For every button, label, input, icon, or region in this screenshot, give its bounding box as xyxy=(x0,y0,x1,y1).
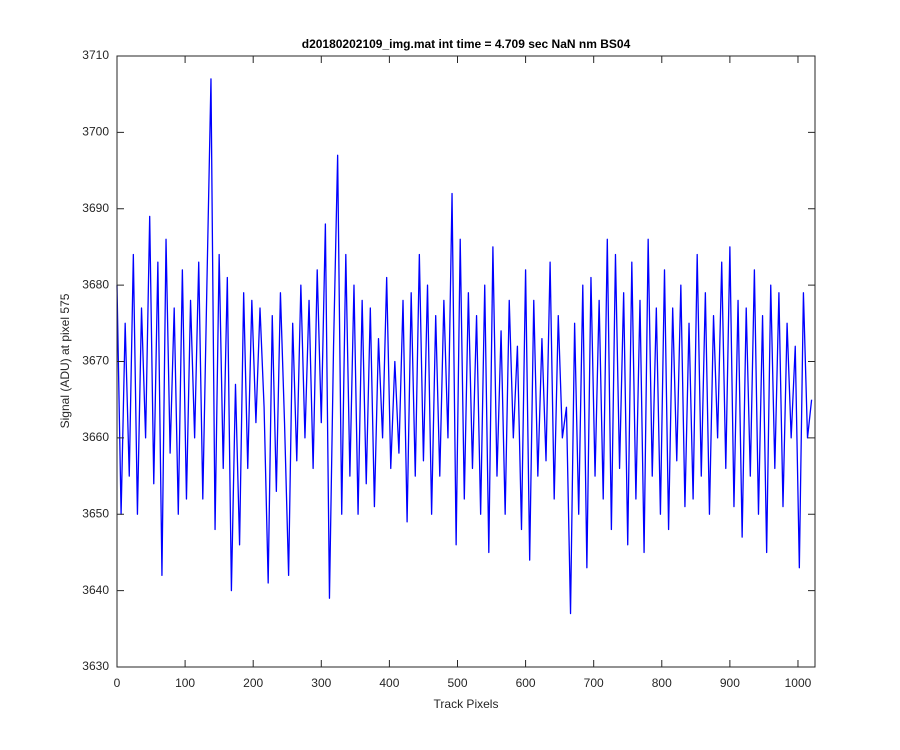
y-tick-label: 3680 xyxy=(82,277,109,291)
data-line xyxy=(116,78,813,615)
y-tick-label: 3630 xyxy=(82,659,109,673)
x-tick-label: 300 xyxy=(311,676,331,690)
y-tick-label: 3650 xyxy=(82,506,109,520)
x-tick-label: 500 xyxy=(447,676,467,690)
y-tick-label: 3640 xyxy=(82,583,109,597)
x-tick-label: 600 xyxy=(516,676,536,690)
x-tick-label: 700 xyxy=(584,676,604,690)
x-tick-label: 800 xyxy=(652,676,672,690)
y-tick-label: 3660 xyxy=(82,430,109,444)
x-tick-label: 0 xyxy=(114,676,121,690)
y-axis-label: Signal (ADU) at pixel 575 xyxy=(58,293,72,428)
x-tick-label: 1000 xyxy=(785,676,812,690)
y-tick-label: 3690 xyxy=(82,201,109,215)
x-tick-label: 200 xyxy=(243,676,263,690)
y-tick-label: 3710 xyxy=(82,48,109,62)
x-tick-label: 900 xyxy=(720,676,740,690)
x-tick-label: 400 xyxy=(379,676,399,690)
chart-title: d20180202109_img.mat int time = 4.709 se… xyxy=(302,37,631,51)
y-tick-label: 3700 xyxy=(82,125,109,139)
y-tick-label: 3670 xyxy=(82,354,109,368)
x-axis-label: Track Pixels xyxy=(434,697,499,711)
x-tick-label: 100 xyxy=(175,676,195,690)
